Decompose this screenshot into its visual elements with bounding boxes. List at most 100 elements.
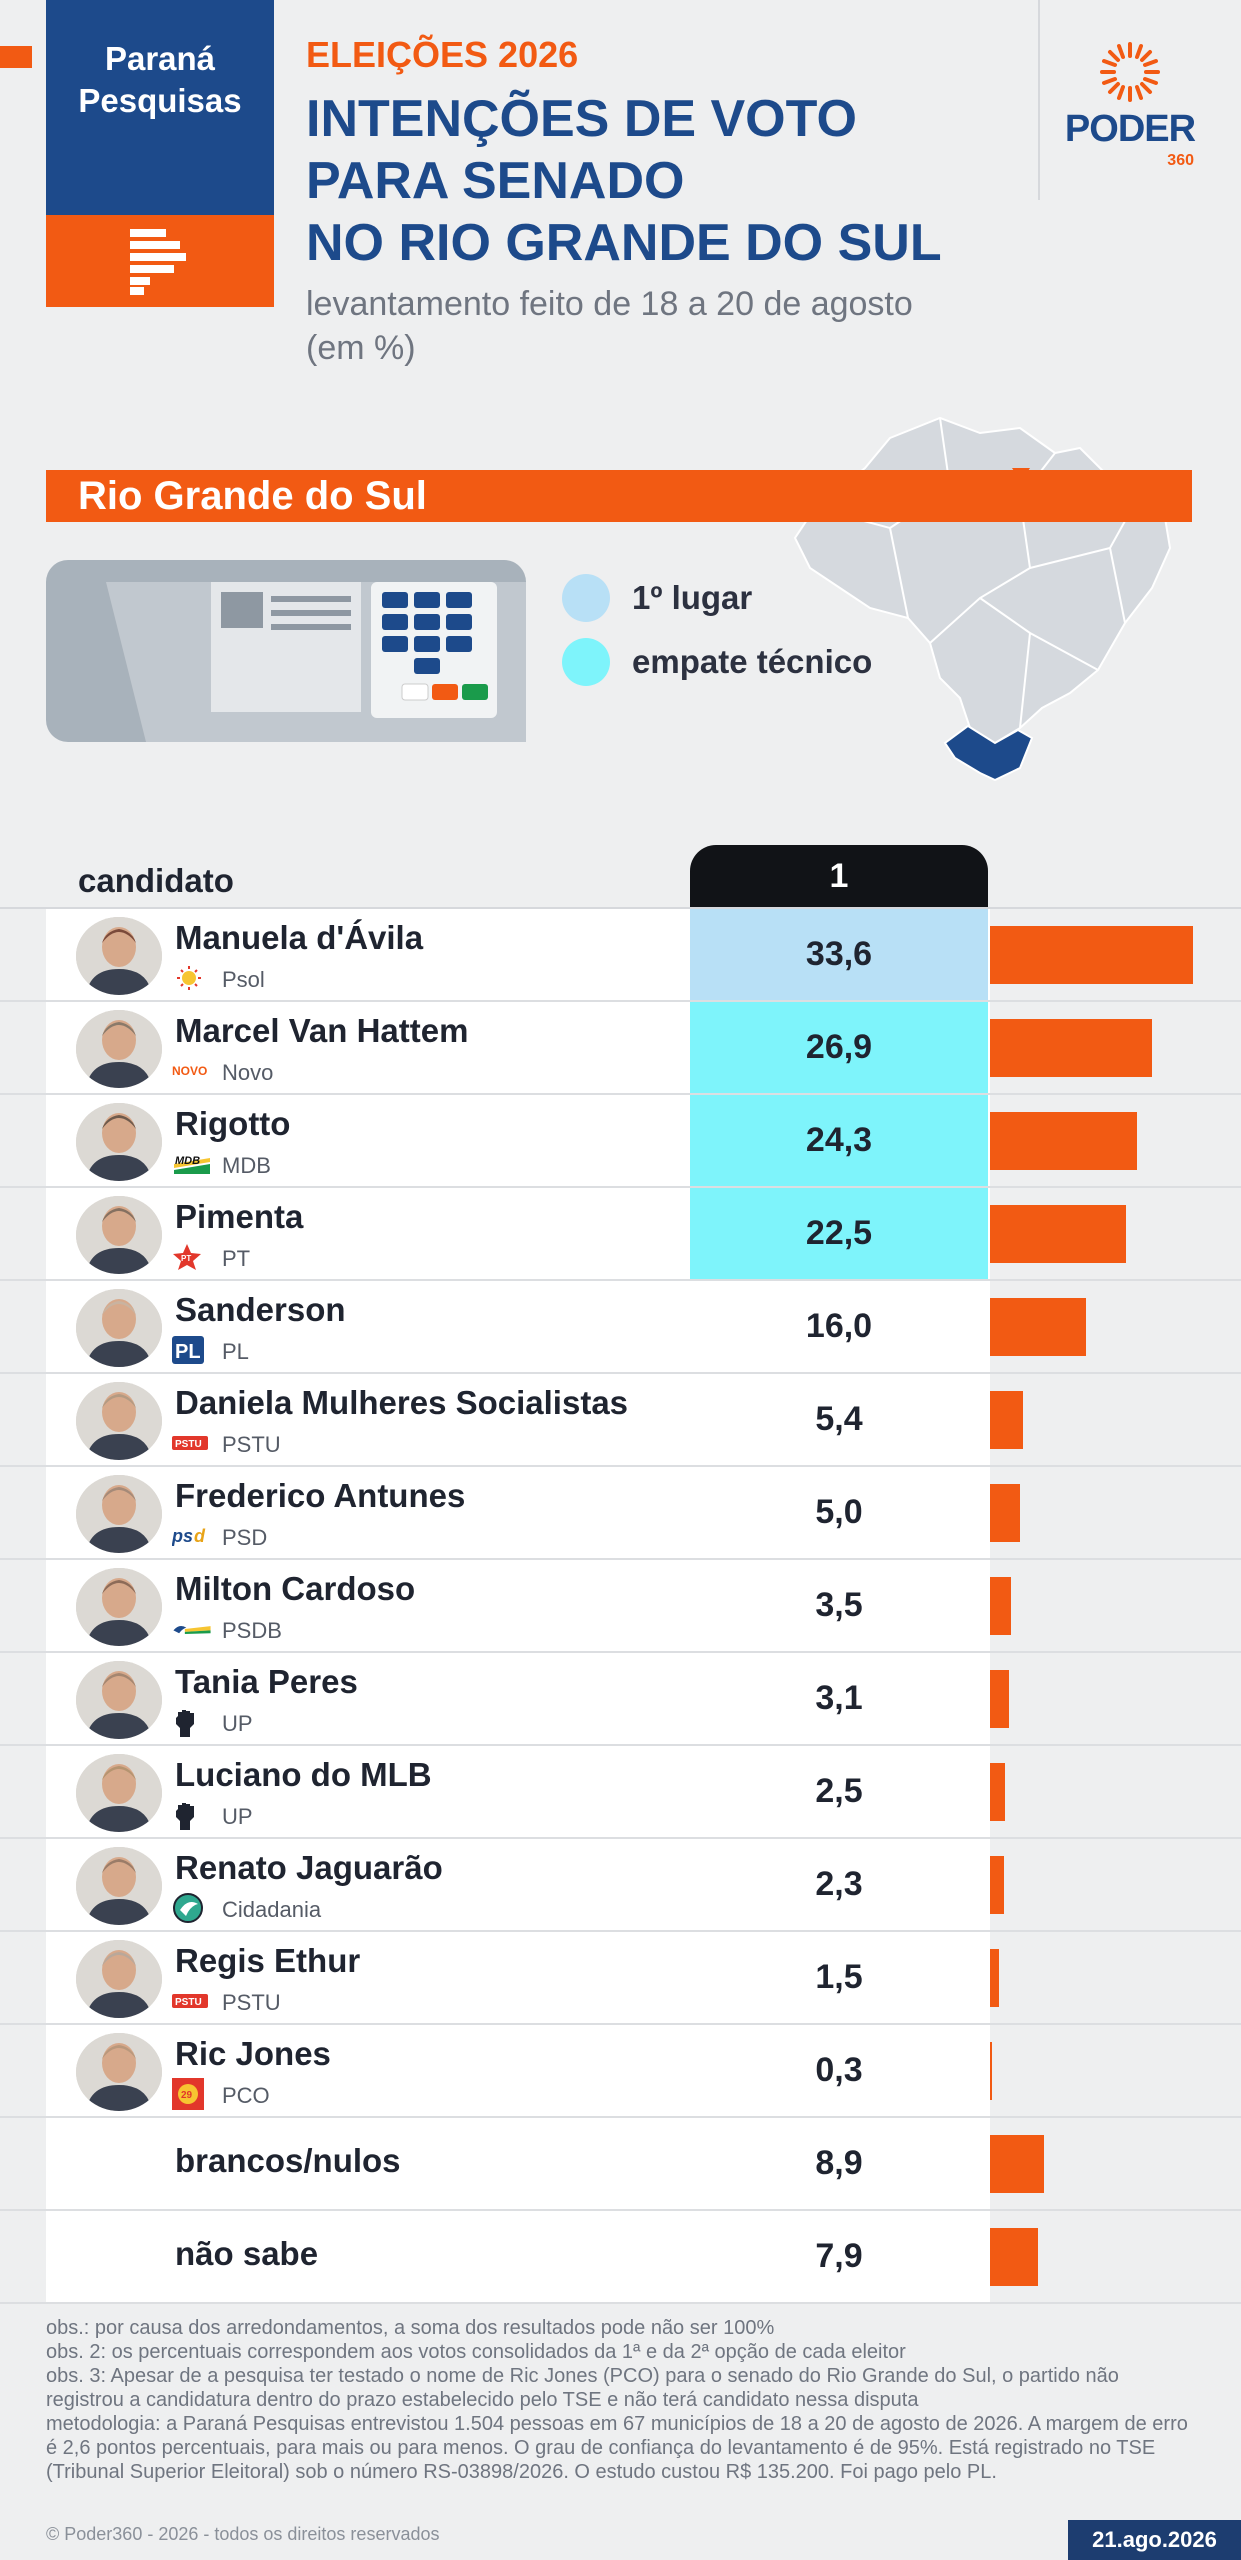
candidate-photo (76, 1847, 162, 1925)
kicker: ELEIÇÕES 2026 (306, 34, 579, 75)
bar (990, 1856, 1004, 1914)
candidate-name: Frederico Antunes (175, 1477, 466, 1514)
row-background (46, 1746, 990, 1837)
subtitle-line: (em %) (306, 329, 416, 367)
candidate-photo (76, 917, 162, 995)
note-line: metodologia: a Paraná Pesquisas entrevis… (46, 2413, 1188, 2483)
legend-label: empate técnico (632, 643, 873, 680)
bar (990, 1019, 1153, 1077)
table-top-rule (0, 907, 1241, 909)
pstu-icon: PSTU (172, 1430, 212, 1456)
bar (990, 1763, 1006, 1821)
publisher-suffix: 360 (1167, 152, 1194, 169)
bar (990, 2228, 1038, 2286)
candidate-photo (76, 2033, 162, 2111)
legend-tie: empate técnico (562, 638, 872, 686)
chart-subtitle: levantamento feito de 18 a 20 de agosto … (306, 282, 913, 370)
legend-swatch (562, 638, 610, 686)
legend-first-place: 1º lugar (562, 574, 752, 622)
column-header-round: 1 (690, 845, 988, 907)
candidate-name: não sabe (175, 2235, 319, 2272)
value-label: 2,5 (815, 1772, 863, 1810)
value-label: 5,0 (815, 1493, 863, 1531)
pollster-p-icon (130, 229, 186, 295)
up-fist-icon (172, 1709, 212, 1737)
table-row: Daniela Mulheres Socialistas PSTU PSTU 5,4 (0, 1374, 1241, 1467)
chart-title: INTENÇÕES DE VOTO PARA SENADO NO RIO GRA… (306, 88, 942, 274)
candidate-name: Manuela d'Ávila (175, 919, 424, 956)
pollster-logo-mark (46, 215, 274, 307)
table-row: Tania Peres UP 3,1 (0, 1653, 1241, 1746)
voting-machine-icon (46, 560, 526, 742)
pollster-name-line1: Paraná (104, 40, 216, 77)
row-background (46, 1839, 990, 1930)
svg-text:ps: ps (172, 1526, 193, 1546)
value-label: 22,5 (690, 1188, 988, 1279)
rio-grande-do-sul-region (943, 724, 1034, 782)
value-label: 16,0 (805, 1307, 873, 1345)
candidate-photo (76, 1289, 162, 1367)
publisher-name: PODER (1064, 108, 1196, 150)
candidate-name: Regis Ethur (175, 1942, 361, 1979)
candidate-photo (76, 1661, 162, 1739)
bar (990, 926, 1193, 984)
candidate-photo (76, 1010, 162, 1088)
party-label: PSDB (222, 1618, 282, 1643)
party-label: PSTU (222, 1990, 281, 2015)
bar (990, 1670, 1009, 1728)
table-row: brancos/nulos 8,9 (0, 2118, 1241, 2211)
title-line: NO RIO GRANDE DO SUL (306, 214, 942, 272)
value-label: 5,4 (815, 1400, 863, 1438)
legend-swatch (562, 574, 610, 622)
brazil-map-icon (793, 416, 1172, 782)
row-background (46, 1653, 990, 1744)
copyright: © Poder360 - 2026 - todos os direitos re… (46, 2524, 440, 2544)
methodology-notes: obs.: por causa dos arredondamentos, a s… (46, 2316, 1196, 2484)
region-banner: Rio Grande do Sul (46, 470, 1192, 522)
party-label: UP (222, 1711, 253, 1736)
mdb-icon: MDB (172, 1151, 212, 1177)
row-background (46, 2118, 990, 2209)
table-row: Rigotto MDB MDB 24,3 (0, 1095, 1241, 1188)
table-row: Ric Jones 29 PCO 0,3 (0, 2025, 1241, 2118)
results-table: Manuela d'Ávila Psol 33,6 Marcel Van Hattem… (0, 909, 1241, 2304)
svg-text:PSTU: PSTU (175, 1439, 202, 1450)
table-row: Milton Cardoso PSDB 3,5 (0, 1560, 1241, 1653)
pstu-icon: PSTU (172, 1988, 212, 2014)
candidate-name: Sanderson (175, 1291, 346, 1328)
psd-icon: ps d (172, 1523, 212, 1549)
note-line: obs. 2: os percentuais correspondem aos … (46, 2341, 906, 2363)
table-row: Regis Ethur PSTU PSTU 1,5 (0, 1932, 1241, 2025)
party-label: UP (222, 1804, 253, 1829)
table-row: Pimenta PT PT 22,5 (0, 1188, 1241, 1281)
candidate-photo (76, 1196, 162, 1274)
table-row: Renato Jaguarão Cidadania 2,3 (0, 1839, 1241, 1932)
table-row: Sanderson PL PL 16,0 (0, 1281, 1241, 1374)
bar (990, 1484, 1021, 1542)
table-row: não sabe 7,9 (0, 2211, 1241, 2304)
party-label: Cidadania (222, 1897, 322, 1922)
bar (990, 1577, 1012, 1635)
candidate-name: Tania Peres (175, 1663, 358, 1700)
candidate-photo (76, 1475, 162, 1553)
candidate-name: Renato Jaguarão (175, 1849, 443, 1886)
psdb-icon (172, 1616, 212, 1642)
novo-icon: NOVO (172, 1058, 212, 1084)
party-label: PCO (222, 2083, 270, 2108)
publisher-logo: PODER 360 (1060, 40, 1200, 169)
title-line: PARA SENADO (306, 152, 685, 210)
column-header-candidate: candidato (78, 862, 234, 899)
bar (990, 1391, 1023, 1449)
up-fist-icon (172, 1802, 212, 1830)
svg-text:PL: PL (175, 1341, 201, 1363)
value-label: 8,9 (815, 2144, 863, 2182)
candidate-photo (76, 1754, 162, 1832)
candidate-name: Rigotto (175, 1105, 291, 1142)
row-background (46, 1560, 990, 1651)
candidate-name: brancos/nulos (175, 2142, 401, 2179)
value-label: 3,5 (815, 1586, 863, 1624)
note-line: obs. 3: Apesar de a pesquisa ter testado… (46, 2365, 1119, 2411)
candidate-photo (76, 1940, 162, 2018)
bar (990, 2042, 992, 2100)
value-label: 7,9 (815, 2237, 863, 2275)
